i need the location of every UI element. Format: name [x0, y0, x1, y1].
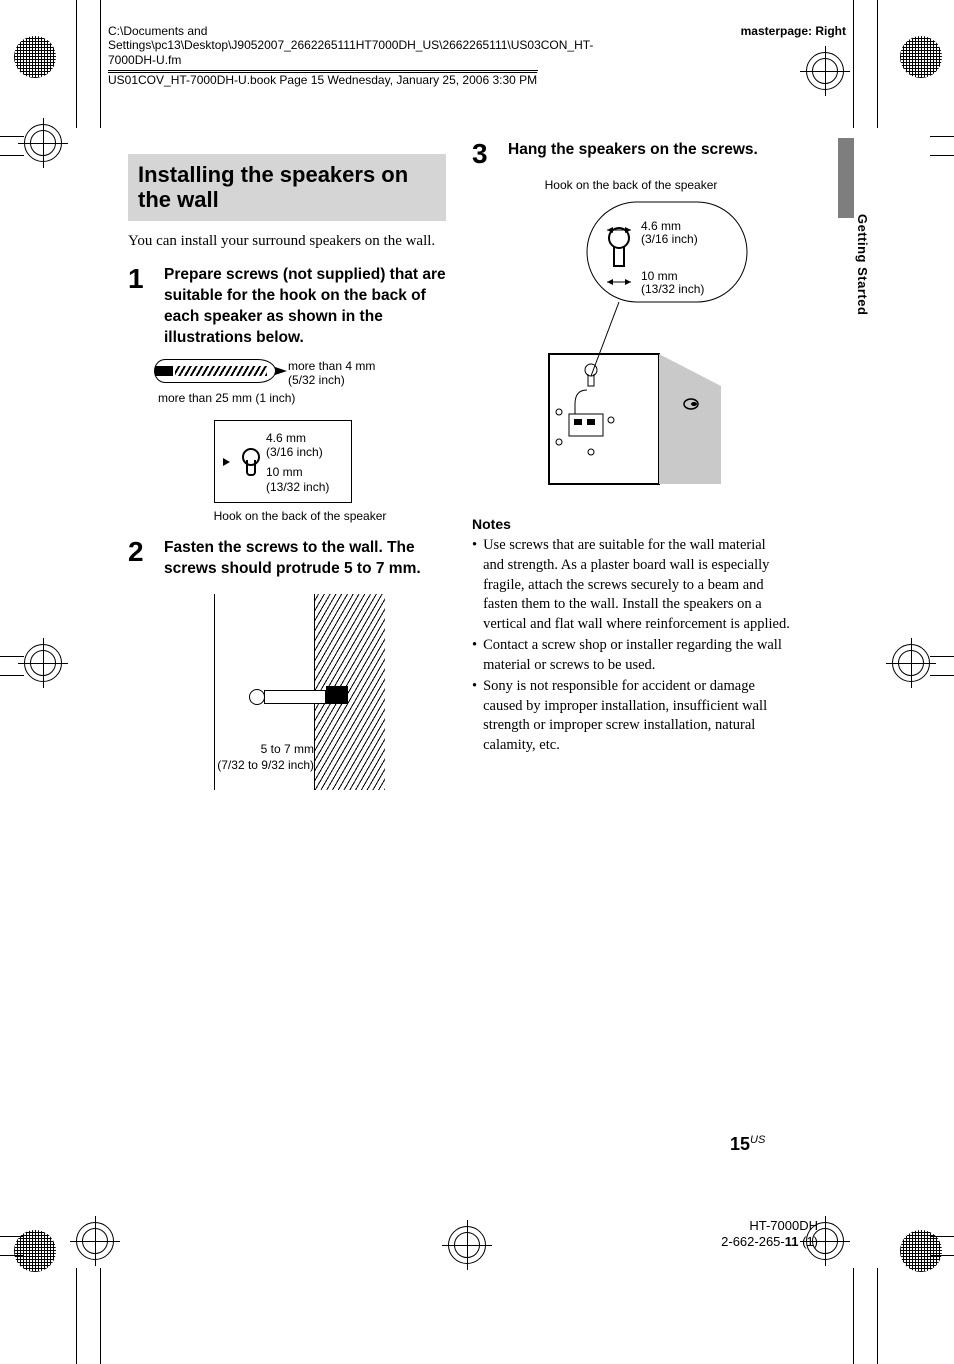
dim-label: (3/16 inch) — [641, 232, 698, 246]
crop-tick-icon — [930, 1236, 954, 1256]
crop-rule — [76, 1268, 77, 1364]
dim-label: (7/32 to 9/32 inch) — [217, 758, 314, 774]
keyhole-icon — [240, 448, 258, 476]
crop-tick-icon — [0, 1236, 24, 1256]
file-path-line: Settings\pc13\Desktop\J9052007_266226511… — [108, 38, 538, 52]
crop-rule — [877, 0, 878, 128]
crop-mark-icon — [900, 36, 942, 78]
footer-model: HT-7000DH — [721, 1218, 818, 1234]
step-3: 3 Hang the speakers on the screws. — [472, 140, 790, 168]
step-number: 2 — [128, 538, 150, 580]
registration-target-icon — [448, 1226, 486, 1264]
column-left: Installing the speakers on the wall You … — [128, 154, 446, 794]
screw-tail-icon — [326, 686, 348, 704]
file-path: C:\Documents and Settings\pc13\Desktop\J… — [108, 24, 538, 67]
note-text: Sony is not responsible for accident or … — [483, 677, 790, 755]
step-title: Prepare screws (not supplied) that are s… — [164, 265, 446, 349]
dim-label: (3/16 inch) — [266, 445, 343, 459]
dim-label: (13/32 inch) — [266, 480, 343, 494]
page-number-suffix: US — [750, 1134, 765, 1146]
crop-rule — [853, 0, 854, 128]
crop-mark-icon — [14, 1230, 56, 1272]
page: C:\Documents and Settings\pc13\Desktop\J… — [0, 0, 954, 1364]
book-page-text: US01COV_HT-7000DH-U.book Page 15 Wednesd… — [108, 73, 537, 87]
file-path-line: C:\Documents and — [108, 24, 538, 38]
crop-rule — [877, 1268, 878, 1364]
crop-rule — [76, 0, 77, 128]
dim-label: more than 25 mm (1 inch) — [158, 391, 446, 405]
step-number: 3 — [472, 140, 494, 168]
crop-mark-icon — [14, 36, 56, 78]
figure-screw-dims: more than 4 mm (5/32 inch) more than 25 … — [154, 359, 446, 524]
chapter-label: Getting Started — [856, 214, 870, 315]
dim-label: 5 to 7 mm — [217, 742, 314, 758]
crop-tick-icon — [930, 656, 954, 676]
step-number: 1 — [128, 265, 150, 349]
note-text: Use screws that are suitable for the wal… — [483, 536, 790, 634]
crop-tick-icon — [0, 656, 24, 676]
page-number: 15US — [730, 1134, 765, 1155]
screw-icon — [264, 690, 326, 704]
crop-tick-icon — [930, 136, 954, 156]
note-item: • Use screws that are suitable for the w… — [472, 536, 790, 634]
bullet-icon: • — [472, 636, 477, 675]
book-page-line: US01COV_HT-7000DH-U.book Page 15 Wednesd… — [108, 70, 538, 87]
bullet-icon: • — [472, 677, 477, 755]
screw-icon — [154, 359, 276, 383]
step-2: 2 Fasten the screws to the wall. The scr… — [128, 538, 446, 580]
dim-label: (5/32 inch) — [288, 373, 375, 387]
crop-mark-icon — [900, 1230, 942, 1272]
note-text: Contact a screw shop or installer regard… — [483, 636, 790, 675]
figure-caption: Hook on the back of the speaker — [472, 178, 790, 192]
masterpage-label: masterpage: Right — [741, 24, 846, 38]
registration-target-icon — [892, 644, 930, 682]
page-header: C:\Documents and Settings\pc13\Desktop\J… — [108, 24, 846, 88]
file-path-line: 7000DH-U.fm — [108, 53, 538, 67]
crop-rule — [853, 1268, 854, 1364]
dim-label: 4.6 mm — [266, 431, 343, 445]
bullet-icon: • — [472, 536, 477, 634]
dim-label: 4.6 mm — [641, 219, 681, 233]
section-title: Installing the speakers on the wall — [128, 154, 446, 221]
step-1: 1 Prepare screws (not supplied) that are… — [128, 265, 446, 349]
figure-hang-speaker: Hook on the back of the speaker 4.6 mm (… — [472, 178, 790, 496]
figure-caption: Hook on the back of the speaker — [154, 509, 446, 523]
chapter-index-tab — [838, 138, 854, 218]
dim-label: 10 mm — [266, 465, 343, 479]
registration-target-icon — [76, 1222, 114, 1260]
step-title: Hang the speakers on the screws. — [508, 140, 758, 168]
footer-doc-code: 2-662-265-11 (1) — [721, 1234, 818, 1250]
step-title: Fasten the screws to the wall. The screw… — [164, 538, 446, 580]
crop-rule — [100, 1268, 101, 1364]
footer-model-block: HT-7000DH 2-662-265-11 (1) — [721, 1218, 818, 1249]
notes-heading: Notes — [472, 516, 790, 532]
dim-label: 10 mm — [641, 269, 678, 283]
crop-tick-icon — [0, 136, 24, 156]
dim-label: (13/32 inch) — [641, 282, 704, 296]
arrow-right-icon — [223, 458, 230, 466]
hang-speaker-illustration: 4.6 mm (3/16 inch) 10 mm (13/32 inch) — [501, 196, 761, 496]
crop-rule — [100, 0, 101, 128]
note-item: • Contact a screw shop or installer rega… — [472, 636, 790, 675]
note-item: • Sony is not responsible for accident o… — [472, 677, 790, 755]
intro-text: You can install your surround speakers o… — [128, 231, 446, 251]
page-number-value: 15 — [730, 1134, 750, 1154]
figure-wall-screw: 5 to 7 mm (7/32 to 9/32 inch) — [154, 594, 414, 794]
registration-target-icon — [24, 644, 62, 682]
dim-label: more than 4 mm — [288, 359, 375, 373]
hook-dimensions-box: 4.6 mm (3/16 inch) 10 mm (13/32 inch) — [214, 420, 352, 504]
column-right: 3 Hang the speakers on the screws. Hook … — [472, 140, 790, 758]
registration-target-icon — [24, 124, 62, 162]
